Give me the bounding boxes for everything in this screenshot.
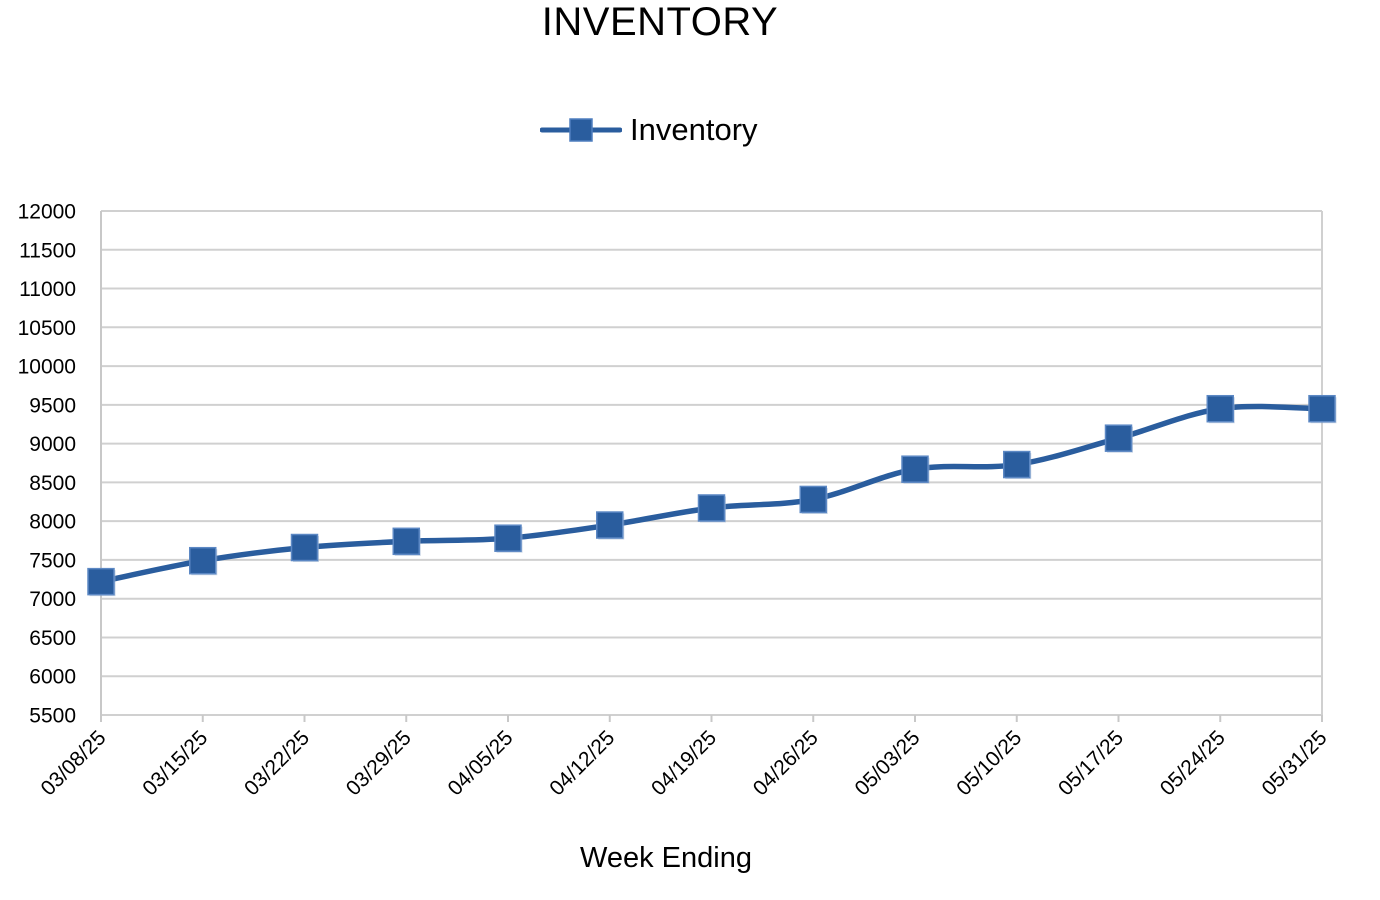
series-inventory <box>87 394 1337 597</box>
data-point <box>1003 450 1031 479</box>
x-tick-label: 05/24/25 <box>1156 726 1230 800</box>
x-tick-label: 04/19/25 <box>647 726 721 800</box>
x-tick-label: 03/22/25 <box>240 726 314 800</box>
legend: Inventory <box>540 108 758 152</box>
x-tick-label: 03/29/25 <box>342 726 416 800</box>
x-axis-title: Week Ending <box>580 842 752 874</box>
legend-line-square-icon <box>540 118 622 142</box>
x-tick-label: 05/17/25 <box>1054 726 1128 800</box>
y-tick-label: 8500 <box>29 472 76 495</box>
x-tick-label: 04/05/25 <box>443 726 517 800</box>
y-tick-label: 11000 <box>19 278 76 301</box>
legend-label: Inventory <box>630 112 758 147</box>
y-tick-label: 6000 <box>29 666 76 689</box>
y-tick-label: 11500 <box>19 239 76 262</box>
data-point <box>189 546 217 575</box>
x-tick-label: 05/10/25 <box>952 726 1026 800</box>
grid <box>100 210 1323 716</box>
data-point <box>87 567 115 596</box>
y-tick-label: 9000 <box>29 433 76 456</box>
y-axis-ticks: 5500 6000 6500 7000 7500 8000 8500 9000 9500 1000… <box>18 201 76 728</box>
x-tick-label: 05/03/25 <box>850 726 924 800</box>
x-tick-label: 04/12/25 <box>545 726 619 800</box>
x-tick-label: 05/31/25 <box>1257 726 1331 800</box>
y-tick-label: 8000 <box>29 511 76 534</box>
y-tick-label: 6500 <box>29 627 76 650</box>
data-point <box>596 511 624 539</box>
data-point <box>697 494 726 522</box>
x-axis-ticks: 03/08/25 03/15/25 03/22/25 03/29/25 04/05/25… <box>36 715 1332 800</box>
y-tick-label: 7500 <box>29 549 76 572</box>
y-tick-label: 7000 <box>29 588 76 611</box>
x-tick-label: 03/08/25 <box>36 726 110 800</box>
x-tick-label: 03/15/25 <box>138 726 212 800</box>
y-tick-label: 10500 <box>18 317 76 340</box>
y-tick-label: 9500 <box>29 394 76 417</box>
data-point <box>494 524 522 552</box>
data-point <box>392 527 420 556</box>
data-point <box>1104 424 1133 452</box>
data-point <box>1206 394 1234 423</box>
data-point <box>901 455 929 483</box>
x-tick-label: 04/26/25 <box>749 726 823 800</box>
y-tick-label: 12000 <box>18 201 76 224</box>
data-point <box>799 485 827 514</box>
y-tick-label: 5500 <box>29 705 76 728</box>
series-line-0 <box>100 403 1323 585</box>
y-tick-label: 10000 <box>18 356 76 379</box>
chart-title: INVENTORY <box>541 0 779 44</box>
data-point <box>1308 394 1336 423</box>
data-point <box>290 533 319 562</box>
